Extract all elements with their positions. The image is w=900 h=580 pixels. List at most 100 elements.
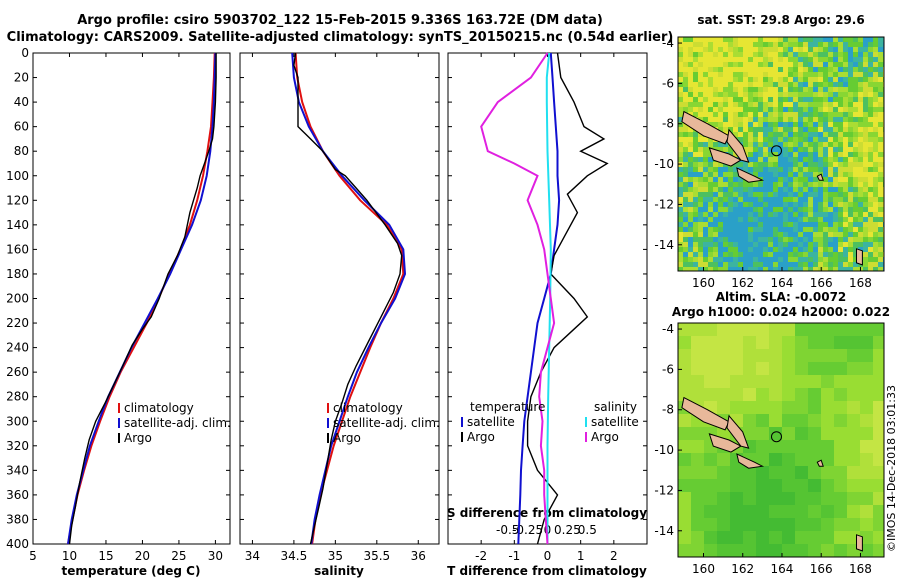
sla-map-cell: [847, 388, 860, 401]
sst-map-cell: [788, 257, 793, 262]
sst-map-cell: [773, 152, 778, 157]
sst-map-cell: [738, 102, 743, 107]
sst-map-cell: [843, 177, 848, 182]
sst-map-cell: [728, 212, 733, 217]
sst-map-cell: [843, 152, 848, 157]
sst-map-cell: [788, 237, 793, 242]
sst-map-cell: [748, 257, 753, 262]
sst-map-cell: [833, 132, 838, 137]
sst-map-cell: [798, 257, 803, 262]
sst-map-cell: [848, 87, 853, 92]
sst-map-cell: [833, 212, 838, 217]
sst-map-cell: [783, 77, 788, 82]
sla-map-cell: [782, 362, 795, 375]
sst-map-cell: [698, 227, 703, 232]
temperature-legend-label: Argo: [124, 431, 152, 445]
salinity-legend-label: Argo: [333, 431, 361, 445]
sst-map-cell: [828, 117, 833, 122]
sla-map-cell: [730, 375, 743, 388]
sst-map-cell: [813, 167, 818, 172]
salinity-xtick-label: 34.5: [281, 549, 308, 563]
sst-map-cell: [878, 237, 883, 242]
sla-map-cell: [678, 544, 691, 557]
sst-map-cell: [733, 127, 738, 132]
sst-map-cell: [753, 147, 758, 152]
sst-map-cell: [848, 192, 853, 197]
sla-map-cell: [743, 518, 756, 531]
sla-map-cell: [743, 388, 756, 401]
sst-map-cell: [678, 82, 683, 87]
sla-map-title-line2: Argo h1000: 0.024 h2000: 0.022: [672, 305, 890, 319]
sst-map-cell: [733, 162, 738, 167]
sla-map-cell: [834, 375, 847, 388]
sst-map-cell: [873, 77, 878, 82]
sst-map-cell: [838, 202, 843, 207]
sst-map-cell: [833, 152, 838, 157]
sst-map-cell: [773, 92, 778, 97]
sst-map-cell: [703, 237, 708, 242]
sst-map-cell: [708, 102, 713, 107]
sst-map-cell: [713, 217, 718, 222]
sst-map-cell: [868, 97, 873, 102]
sst-map-cell: [708, 142, 713, 147]
sst-map-cell: [778, 162, 783, 167]
sst-map-cell: [753, 222, 758, 227]
sst-map-cell: [788, 42, 793, 47]
sla-map-title-line1: Altim. SLA: -0.0072: [716, 290, 847, 304]
temperature-ytick-label: 320: [6, 439, 29, 453]
sst-map-cell: [678, 67, 683, 72]
sst-map-cell: [698, 197, 703, 202]
sst-map-cell: [718, 232, 723, 237]
sst-map-cell: [678, 257, 683, 262]
sst-map-cell: [768, 212, 773, 217]
sst-map-cell: [848, 227, 853, 232]
temperature-panel: 0204060801001201401601802002202402602803…: [6, 46, 231, 578]
sst-map-cell: [833, 222, 838, 227]
sla-map-cell: [730, 323, 743, 336]
sla-map-cell: [782, 323, 795, 336]
sst-map-cell: [853, 222, 858, 227]
sst-map-cell: [833, 257, 838, 262]
sst-map-cell: [688, 197, 693, 202]
sst-map-cell: [818, 242, 823, 247]
sst-map-cell: [873, 162, 878, 167]
sst-map-cell: [723, 57, 728, 62]
sla-map-cell: [717, 518, 730, 531]
sst-map-cell: [843, 82, 848, 87]
sst-map-cell: [718, 197, 723, 202]
sst-map-cell: [838, 262, 843, 267]
sst-map-cell: [858, 212, 863, 217]
sst-map-cell: [703, 232, 708, 237]
sst-map-cell: [788, 262, 793, 267]
sst-map-cell: [693, 42, 698, 47]
sst-map-cell: [793, 217, 798, 222]
sst-map-cell: [773, 172, 778, 177]
sst-map-cell: [843, 57, 848, 62]
sst-map-cell: [728, 187, 733, 192]
sla-map-cell: [821, 453, 834, 466]
sst-map-cell: [773, 222, 778, 227]
sst-map-cell: [748, 127, 753, 132]
sst-map-cell: [868, 62, 873, 67]
sst-map-cell: [698, 97, 703, 102]
sst-map-cell: [728, 37, 733, 42]
sst-map-cell: [838, 182, 843, 187]
sla-map-cell: [756, 505, 769, 518]
sst-map-cell: [718, 212, 723, 217]
sst-map-cell: [703, 227, 708, 232]
sst-map-cell: [853, 67, 858, 72]
sst-map-cell: [818, 167, 823, 172]
sst-map-cell: [858, 197, 863, 202]
sst-map-cell: [813, 147, 818, 152]
sst-map-cell: [728, 87, 733, 92]
sst-map-cell: [778, 122, 783, 127]
sst-map-cell: [753, 142, 758, 147]
sst-map-cell: [808, 37, 813, 42]
sst-map-cell: [813, 112, 818, 117]
sst-map-cell: [828, 247, 833, 252]
sla-map-cell: [873, 427, 884, 440]
sst-map-cell: [693, 207, 698, 212]
sla-map-cell: [730, 336, 743, 349]
sst-map-cell: [818, 217, 823, 222]
sst-map-cell: [833, 182, 838, 187]
